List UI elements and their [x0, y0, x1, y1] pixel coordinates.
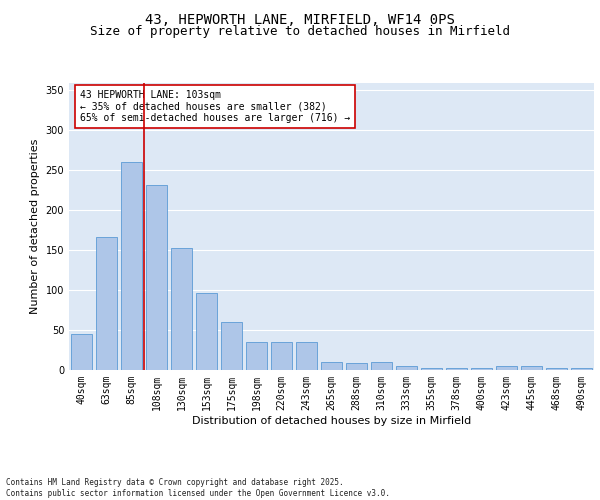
Bar — [446, 368, 467, 370]
Bar — [571, 368, 592, 370]
Bar — [396, 366, 417, 370]
Bar — [296, 342, 317, 370]
Bar — [246, 342, 267, 370]
X-axis label: Distribution of detached houses by size in Mirfield: Distribution of detached houses by size … — [192, 416, 471, 426]
Bar — [146, 184, 167, 370]
Bar — [421, 368, 442, 370]
Bar — [371, 362, 392, 370]
Text: 43 HEPWORTH LANE: 103sqm
← 35% of detached houses are smaller (382)
65% of semi-: 43 HEPWORTH LANE: 103sqm ← 35% of detach… — [79, 90, 350, 123]
Bar — [96, 236, 117, 370]
Bar — [271, 342, 292, 370]
Bar — [171, 248, 192, 370]
Text: Contains HM Land Registry data © Crown copyright and database right 2025.
Contai: Contains HM Land Registry data © Crown c… — [6, 478, 390, 498]
Bar — [346, 363, 367, 370]
Bar — [521, 366, 542, 370]
Bar — [471, 368, 492, 370]
Bar — [121, 162, 142, 370]
Y-axis label: Number of detached properties: Number of detached properties — [30, 138, 40, 314]
Bar — [196, 292, 217, 370]
Text: Size of property relative to detached houses in Mirfield: Size of property relative to detached ho… — [90, 25, 510, 38]
Bar — [71, 334, 92, 370]
Bar — [321, 362, 342, 370]
Bar — [546, 368, 567, 370]
Bar — [221, 322, 242, 370]
Bar — [496, 366, 517, 370]
Text: 43, HEPWORTH LANE, MIRFIELD, WF14 0PS: 43, HEPWORTH LANE, MIRFIELD, WF14 0PS — [145, 12, 455, 26]
